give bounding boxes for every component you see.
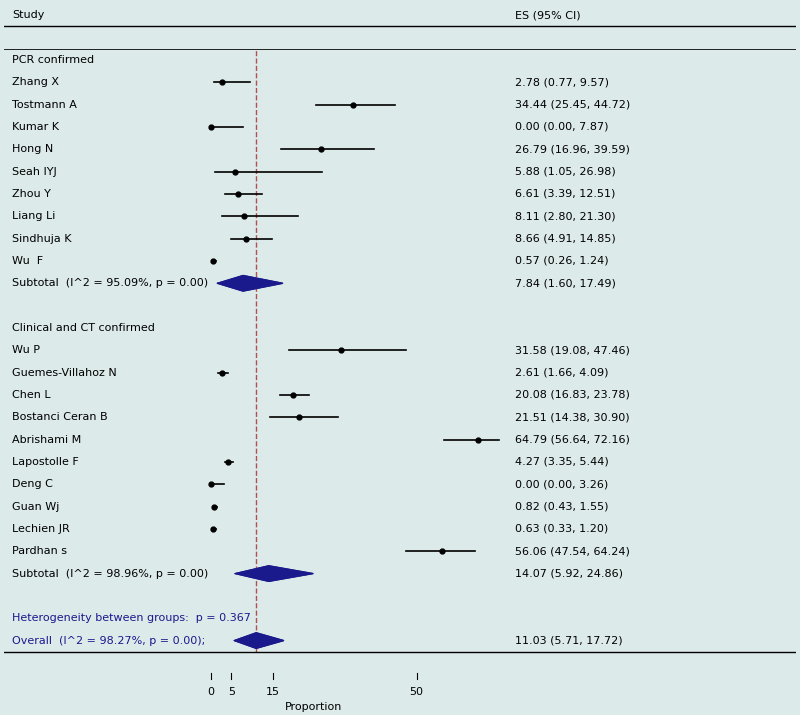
- Polygon shape: [234, 633, 284, 649]
- Text: 0.82 (0.43, 1.55): 0.82 (0.43, 1.55): [514, 502, 608, 512]
- Text: Proportion: Proportion: [285, 702, 342, 712]
- Text: 6.61 (3.39, 12.51): 6.61 (3.39, 12.51): [514, 189, 615, 199]
- Text: 0.63 (0.33, 1.20): 0.63 (0.33, 1.20): [514, 524, 608, 534]
- Text: PCR confirmed: PCR confirmed: [12, 55, 94, 65]
- Text: 2.61 (1.66, 4.09): 2.61 (1.66, 4.09): [514, 368, 608, 378]
- Text: Seah IYJ: Seah IYJ: [12, 167, 57, 177]
- Text: Subtotal  (I^2 = 98.96%, p = 0.00): Subtotal (I^2 = 98.96%, p = 0.00): [12, 568, 208, 578]
- Text: 5: 5: [228, 687, 235, 697]
- Polygon shape: [218, 275, 282, 291]
- Text: 0.00 (0.00, 7.87): 0.00 (0.00, 7.87): [514, 122, 608, 132]
- Text: Heterogeneity between groups:  p = 0.367: Heterogeneity between groups: p = 0.367: [12, 613, 251, 623]
- Text: ES (95% CI): ES (95% CI): [514, 10, 581, 20]
- Text: Sindhuja K: Sindhuja K: [12, 234, 71, 244]
- Text: 64.79 (56.64, 72.16): 64.79 (56.64, 72.16): [514, 435, 630, 445]
- Text: Clinical and CT confirmed: Clinical and CT confirmed: [12, 323, 155, 333]
- Text: 2.78 (0.77, 9.57): 2.78 (0.77, 9.57): [514, 77, 609, 87]
- Text: 0.57 (0.26, 1.24): 0.57 (0.26, 1.24): [514, 256, 609, 266]
- Text: Liang Li: Liang Li: [12, 212, 55, 222]
- Text: Zhou Y: Zhou Y: [12, 189, 51, 199]
- Text: 15: 15: [266, 687, 279, 697]
- Text: Zhang X: Zhang X: [12, 77, 59, 87]
- Text: Lapostolle F: Lapostolle F: [12, 457, 79, 467]
- Text: 8.66 (4.91, 14.85): 8.66 (4.91, 14.85): [514, 234, 615, 244]
- Text: Guemes-Villahoz N: Guemes-Villahoz N: [12, 368, 117, 378]
- Text: 0: 0: [207, 687, 214, 697]
- Text: Wu  F: Wu F: [12, 256, 43, 266]
- Text: 4.27 (3.35, 5.44): 4.27 (3.35, 5.44): [514, 457, 609, 467]
- Text: 26.79 (16.96, 39.59): 26.79 (16.96, 39.59): [514, 144, 630, 154]
- Text: Overall  (I^2 = 98.27%, p = 0.00);: Overall (I^2 = 98.27%, p = 0.00);: [12, 636, 206, 646]
- Text: 50: 50: [410, 687, 424, 697]
- Text: 56.06 (47.54, 64.24): 56.06 (47.54, 64.24): [514, 546, 630, 556]
- Text: Guan Wj: Guan Wj: [12, 502, 59, 512]
- Text: 14.07 (5.92, 24.86): 14.07 (5.92, 24.86): [514, 568, 622, 578]
- Text: 34.44 (25.45, 44.72): 34.44 (25.45, 44.72): [514, 99, 630, 109]
- Text: Deng C: Deng C: [12, 479, 53, 489]
- Polygon shape: [235, 566, 313, 581]
- Text: 11.03 (5.71, 17.72): 11.03 (5.71, 17.72): [514, 636, 622, 646]
- Text: Study: Study: [12, 10, 45, 20]
- Text: Chen L: Chen L: [12, 390, 50, 400]
- Text: 20.08 (16.83, 23.78): 20.08 (16.83, 23.78): [514, 390, 630, 400]
- Text: Kumar K: Kumar K: [12, 122, 59, 132]
- Text: Lechien JR: Lechien JR: [12, 524, 70, 534]
- Text: Abrishami M: Abrishami M: [12, 435, 82, 445]
- Text: 8.11 (2.80, 21.30): 8.11 (2.80, 21.30): [514, 212, 615, 222]
- Text: Hong N: Hong N: [12, 144, 54, 154]
- Text: 21.51 (14.38, 30.90): 21.51 (14.38, 30.90): [514, 413, 630, 423]
- Text: Pardhan s: Pardhan s: [12, 546, 67, 556]
- Text: Bostanci Ceran B: Bostanci Ceran B: [12, 413, 108, 423]
- Text: Tostmann A: Tostmann A: [12, 99, 77, 109]
- Text: 5.88 (1.05, 26.98): 5.88 (1.05, 26.98): [514, 167, 615, 177]
- Text: Wu P: Wu P: [12, 345, 40, 355]
- Text: 0.00 (0.00, 3.26): 0.00 (0.00, 3.26): [514, 479, 608, 489]
- Text: Subtotal  (I^2 = 95.09%, p = 0.00): Subtotal (I^2 = 95.09%, p = 0.00): [12, 278, 208, 288]
- Text: 7.84 (1.60, 17.49): 7.84 (1.60, 17.49): [514, 278, 616, 288]
- Text: 31.58 (19.08, 47.46): 31.58 (19.08, 47.46): [514, 345, 630, 355]
